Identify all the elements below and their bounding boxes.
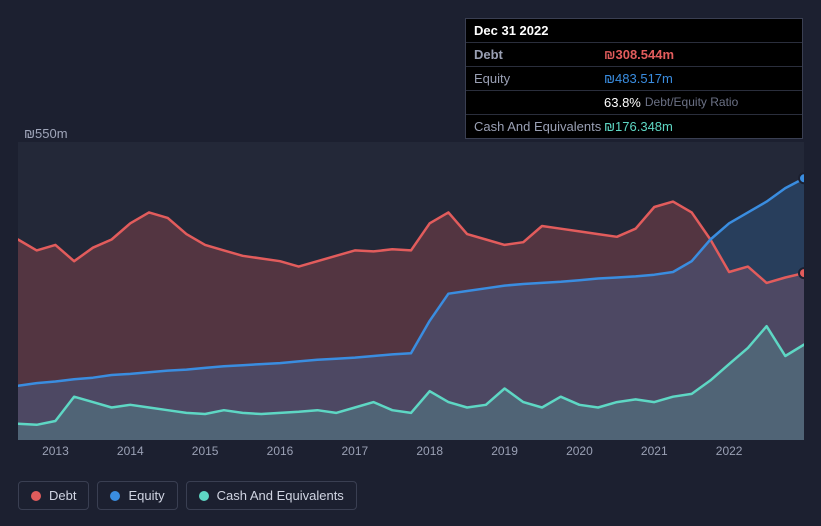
chart-area — [18, 142, 804, 440]
legend: Debt Equity Cash And Equivalents — [18, 481, 357, 510]
tooltip-row: 63.8% Debt/Equity Ratio — [466, 91, 802, 115]
x-tick: 2017 — [341, 444, 368, 458]
tooltip-date-row: Dec 31 2022 — [466, 19, 802, 43]
legend-item[interactable]: Equity — [97, 481, 177, 510]
x-tick: 2013 — [42, 444, 69, 458]
tooltip-value: ₪308.544m — [604, 47, 674, 62]
tooltip-row: Cash And Equivalents₪176.348m — [466, 115, 802, 138]
x-tick: 2019 — [491, 444, 518, 458]
x-tick: 2016 — [267, 444, 294, 458]
chart-svg — [18, 142, 804, 440]
tooltip-panel: Dec 31 2022 Debt₪308.544mEquity₪483.517m… — [465, 18, 803, 139]
y-axis-max: ₪550m — [24, 126, 68, 141]
x-tick: 2021 — [641, 444, 668, 458]
tooltip-row: Debt₪308.544m — [466, 43, 802, 67]
tooltip-suffix: Debt/Equity Ratio — [645, 95, 738, 110]
tooltip-date: Dec 31 2022 — [474, 23, 548, 38]
x-tick: 2022 — [716, 444, 743, 458]
legend-item[interactable]: Cash And Equivalents — [186, 481, 357, 510]
tooltip-value: ₪176.348m — [604, 119, 673, 134]
legend-item[interactable]: Debt — [18, 481, 89, 510]
legend-dot — [31, 491, 41, 501]
x-tick: 2014 — [117, 444, 144, 458]
tooltip-label: Cash And Equivalents — [474, 119, 604, 134]
legend-label: Cash And Equivalents — [217, 488, 344, 503]
legend-dot — [110, 491, 120, 501]
x-axis: 2013 2014 2015 2016 2017 2018 2019 2020 2021 2022 — [18, 444, 804, 460]
legend-label: Debt — [49, 488, 76, 503]
x-tick: 2020 — [566, 444, 593, 458]
tooltip-label: Equity — [474, 71, 604, 86]
x-tick: 2015 — [192, 444, 219, 458]
tooltip-label — [474, 95, 604, 110]
legend-dot — [199, 491, 209, 501]
end-marker — [799, 173, 804, 183]
tooltip-value: 63.8% — [604, 95, 641, 110]
x-tick: 2018 — [416, 444, 443, 458]
legend-label: Equity — [128, 488, 164, 503]
tooltip-value: ₪483.517m — [604, 71, 673, 86]
tooltip-row: Equity₪483.517m — [466, 67, 802, 91]
tooltip-label: Debt — [474, 47, 604, 62]
end-marker — [799, 268, 804, 278]
